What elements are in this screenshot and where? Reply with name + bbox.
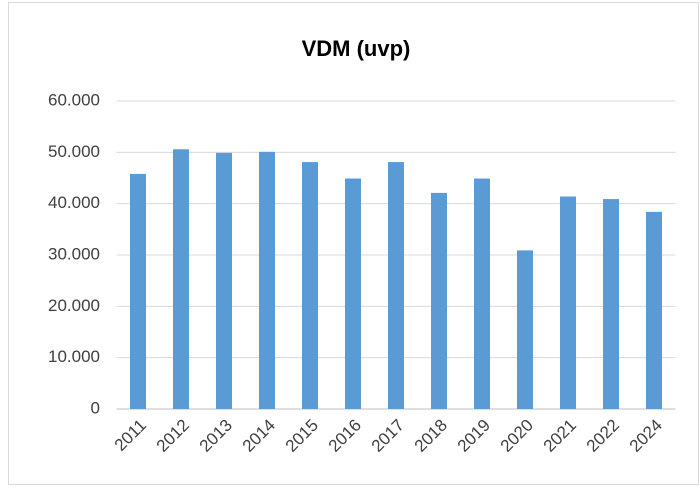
bar <box>259 151 275 409</box>
bar <box>388 162 404 409</box>
chart-title: VDM (uvp) <box>302 36 411 61</box>
y-tick-label: 20.000 <box>48 296 100 315</box>
y-tick-label: 0 <box>91 398 100 417</box>
y-tick-label: 30.000 <box>48 244 100 263</box>
bar <box>216 152 232 409</box>
y-tick-label: 60.000 <box>48 90 100 109</box>
bar <box>302 162 318 409</box>
bar <box>603 199 619 409</box>
y-tick-label: 40.000 <box>48 193 100 212</box>
bar <box>646 211 662 409</box>
bar <box>517 250 533 409</box>
bar <box>130 173 146 409</box>
bar <box>173 149 189 409</box>
y-tick-label: 10.000 <box>48 347 100 366</box>
bar <box>560 196 576 409</box>
bar <box>431 192 447 409</box>
bar <box>474 178 490 409</box>
y-tick-label: 50.000 <box>48 142 100 161</box>
bar <box>345 178 361 409</box>
